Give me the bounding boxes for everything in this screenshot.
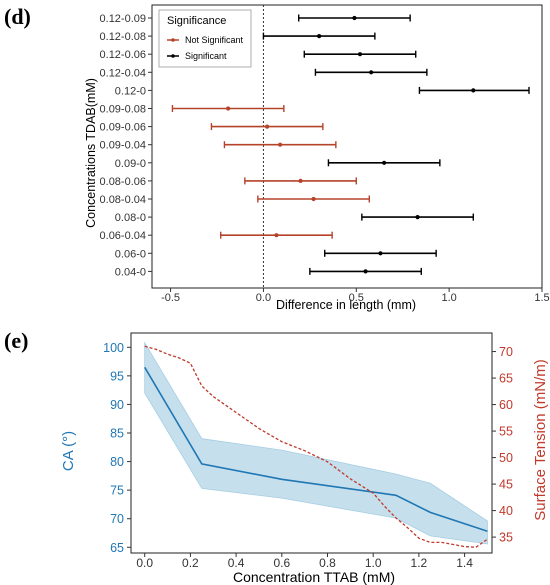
category-label: 0.12-0 xyxy=(115,85,146,97)
point-estimate xyxy=(265,124,270,129)
category-label: 0.09-0.04 xyxy=(100,140,146,152)
legend-marker-significant xyxy=(171,54,175,58)
left-tick-label: 100 xyxy=(103,341,124,355)
panel-e-frame xyxy=(130,332,493,554)
panel-e-label: (e) xyxy=(4,328,28,353)
ca-confidence-band xyxy=(144,341,488,545)
panel-d-frame xyxy=(151,4,543,289)
x-tick-label: 0.6 xyxy=(273,556,290,570)
point-estimate xyxy=(369,70,374,75)
right-tick-label: 55 xyxy=(499,425,513,439)
point-estimate xyxy=(363,269,368,274)
left-tick-label: 85 xyxy=(110,427,124,441)
left-tick-label: 95 xyxy=(110,369,124,383)
x-tick-label: 0.4 xyxy=(228,556,245,570)
panel-e-x-axis-label: Concentration TTAB (mM) xyxy=(233,569,395,585)
category-label: 0.06-0.04 xyxy=(100,230,146,242)
category-label: 0.12-0.06 xyxy=(100,49,146,61)
x-tick-label: 0.0 xyxy=(136,556,153,570)
point-estimate xyxy=(415,215,420,220)
left-tick-label: 70 xyxy=(110,512,124,526)
category-label: 0.08-0.06 xyxy=(100,176,146,188)
x-tick-label: 0.5 xyxy=(349,292,364,304)
panel-d-y-axis-label: Concentrations TDAB(mM) xyxy=(84,78,98,228)
right-tick-label: 70 xyxy=(499,345,513,359)
right-tick-label: 35 xyxy=(499,531,513,545)
category-label: 0.08-0.04 xyxy=(100,194,146,206)
legend-entry-significant: Significant xyxy=(185,51,227,61)
panel-e: (e) CA (°) Surface Tension (mN/m) Concen… xyxy=(4,328,549,585)
point-estimate xyxy=(382,160,387,165)
panel-d-label: (d) xyxy=(4,4,31,29)
right-tick-label: 50 xyxy=(499,451,513,465)
x-tick-label: 1.0 xyxy=(441,292,456,304)
panel-e-left-axis-label: CA (°) xyxy=(60,431,77,471)
category-label: 0.09-0 xyxy=(115,158,146,170)
point-estimate xyxy=(317,34,322,39)
left-tick-label: 75 xyxy=(110,484,124,498)
x-tick-label: 1.4 xyxy=(456,556,473,570)
category-label: 0.12-0.09 xyxy=(100,13,146,25)
point-estimate xyxy=(352,15,357,21)
left-tick-label: 80 xyxy=(110,455,124,469)
x-tick-label: -0.5 xyxy=(161,292,180,304)
category-label: 0.09-0.08 xyxy=(100,104,146,116)
panel-d-plot-area: -0.5 0.0 0.5 1.0 1.5 0.12-0.09 0.12-0.08 0.12-0… xyxy=(100,4,550,304)
legend-entry-not-significant: Not Significant xyxy=(185,35,244,45)
right-tick-label: 65 xyxy=(499,372,513,386)
ca-line xyxy=(144,366,488,533)
point-estimate xyxy=(278,142,283,147)
legend-box xyxy=(158,9,252,68)
panel-d-legend: Significance Not Significant Significant xyxy=(158,9,252,68)
left-tick-label: 65 xyxy=(110,541,124,555)
point-estimate xyxy=(471,88,476,93)
legend-title: Significance xyxy=(167,15,226,27)
right-tick-label: 45 xyxy=(499,478,513,492)
category-label: 0.06-0 xyxy=(115,248,146,260)
panel-d: (d) Concentrations TDAB(mM) Difference i… xyxy=(4,4,550,312)
category-label: 0.08-0 xyxy=(115,212,146,224)
x-tick-label: 1.0 xyxy=(365,556,382,570)
x-tick-label: 1.2 xyxy=(411,556,428,570)
category-label: 0.12-0.04 xyxy=(100,67,146,79)
point-estimate xyxy=(226,106,231,111)
x-tick-label: 0.0 xyxy=(256,292,271,304)
category-label: 0.09-0.06 xyxy=(100,122,146,134)
point-estimate xyxy=(274,233,279,238)
left-tick-label: 90 xyxy=(110,398,124,412)
point-estimate xyxy=(378,251,383,256)
right-tick-label: 60 xyxy=(499,398,513,412)
category-label: 0.12-0.08 xyxy=(100,31,146,43)
category-label: 0.04-0 xyxy=(115,266,146,278)
panel-e-plot-area: 65 70 75 80 85 90 95 100 35 40 45 50 55 60 65 70 0.0 0.2 0… xyxy=(103,332,513,570)
surface-tension-line xyxy=(144,345,488,548)
panel-d-x-axis-label: Difference in length (mm) xyxy=(276,298,416,312)
legend-marker-not-significant xyxy=(171,38,175,42)
point-estimate xyxy=(298,178,303,183)
panel-e-right-axis-label: Surface Tension (mN/m) xyxy=(532,359,549,520)
point-estimate xyxy=(357,52,363,57)
x-tick-label: 0.2 xyxy=(182,556,199,570)
x-tick-label: 0.8 xyxy=(319,556,336,570)
x-tick-label: 1.5 xyxy=(534,292,549,304)
right-tick-label: 40 xyxy=(499,504,513,518)
point-estimate xyxy=(311,196,316,202)
